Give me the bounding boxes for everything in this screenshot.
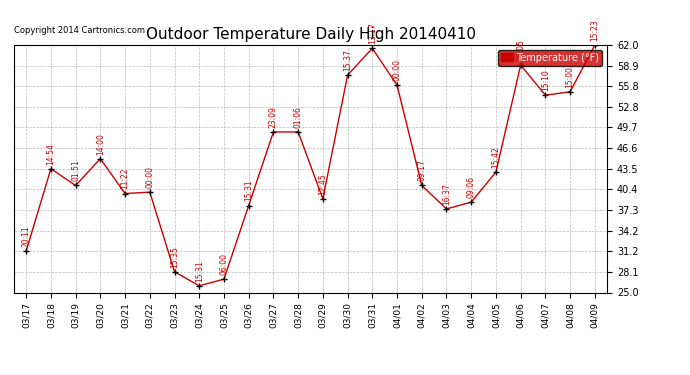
Text: Copyright 2014 Cartronics.com: Copyright 2014 Cartronics.com	[14, 26, 145, 35]
Text: 15:35: 15:35	[170, 246, 179, 268]
Text: 15:23: 15:23	[591, 19, 600, 41]
Text: 09:17: 09:17	[417, 159, 426, 181]
Text: 23:09: 23:09	[269, 106, 278, 128]
Text: 15:42: 15:42	[491, 146, 500, 168]
Title: Outdoor Temperature Daily High 20140410: Outdoor Temperature Daily High 20140410	[146, 27, 475, 42]
Text: 11:22: 11:22	[121, 168, 130, 189]
Legend: Temperature (°F): Temperature (°F)	[498, 50, 602, 66]
Text: 14:00: 14:00	[96, 133, 105, 154]
Text: 15:00: 15:00	[566, 66, 575, 88]
Text: 16:37: 16:37	[442, 183, 451, 205]
Text: 15:05: 15:05	[516, 39, 525, 61]
Text: 14:54: 14:54	[46, 143, 55, 165]
Text: 15:31: 15:31	[195, 260, 204, 282]
Text: 12:45: 12:45	[318, 173, 327, 195]
Text: 15:10: 15:10	[541, 69, 550, 91]
Text: 01:06: 01:06	[294, 106, 303, 128]
Text: 15:31: 15:31	[244, 180, 253, 201]
Text: 15:37: 15:37	[343, 49, 352, 71]
Text: 00:00: 00:00	[146, 166, 155, 188]
Text: 01:51: 01:51	[71, 159, 80, 181]
Text: 13:17: 13:17	[368, 22, 377, 44]
Text: 00:00: 00:00	[393, 59, 402, 81]
Text: 09:06: 09:06	[466, 176, 475, 198]
Text: 20:11: 20:11	[21, 225, 30, 247]
Text: 06:00: 06:00	[219, 253, 228, 275]
